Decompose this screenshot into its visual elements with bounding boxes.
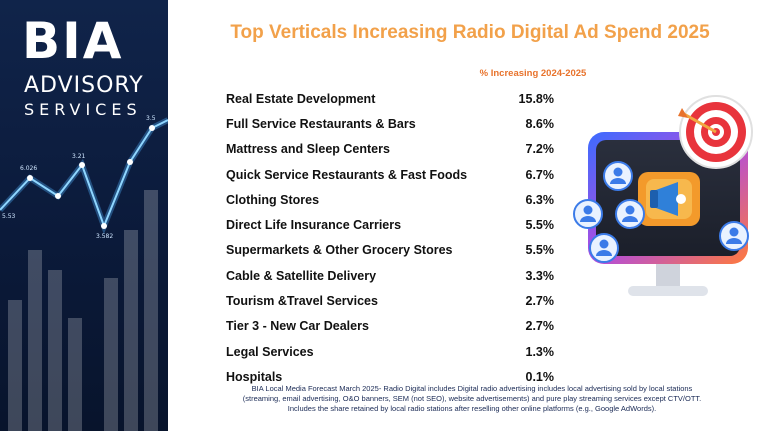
deco-label: 3.5 [146, 115, 156, 122]
user-icon [589, 233, 619, 263]
table-row: Supermarkets & Other Grocery Stores 5.5% [226, 238, 566, 263]
user-icon [573, 199, 603, 229]
deco-label: 3.21 [72, 153, 86, 160]
value-label: 7.2% [525, 142, 555, 157]
logo-services: SERVICES [24, 100, 142, 119]
user-icon [615, 199, 645, 229]
footnote: BIA Local Media Forecast March 2025- Rad… [180, 384, 764, 414]
category-label: Clothing Stores [226, 192, 320, 207]
table-row: Mattress and Sleep Centers 7.2% [226, 137, 566, 162]
deco-bar [8, 300, 22, 431]
deco-bar [124, 230, 138, 431]
value-label: 8.6% [525, 116, 555, 131]
value-label: 2.7% [525, 319, 555, 334]
user-icon [603, 161, 633, 191]
category-label: Direct Life Insurance Carriers [226, 218, 402, 233]
category-label: Mattress and Sleep Centers [226, 142, 390, 157]
deco-point [27, 175, 33, 181]
bia-logo: BIA [22, 12, 124, 70]
category-label: Quick Service Restaurants & Fast Foods [226, 167, 468, 182]
deco-point [101, 223, 107, 229]
deco-bar [68, 318, 82, 431]
deco-point [127, 159, 133, 165]
chart-title: Top Verticals Increasing Radio Digital A… [230, 22, 710, 43]
marketing-illustration [573, 95, 753, 296]
deco-label: 6.026 [20, 165, 37, 172]
deco-bar [28, 250, 42, 431]
user-icon [719, 221, 749, 251]
value-label: 6.7% [525, 167, 555, 182]
footnote-line: Includes the share retained by local rad… [287, 404, 657, 413]
value-label: 3.3% [525, 268, 555, 283]
table-row: Tier 3 - New Car Dealers 2.7% [226, 314, 566, 339]
logo-advisory: ADVISORY [24, 73, 144, 98]
value-label: 6.3% [525, 192, 555, 207]
category-label: Hospitals [226, 369, 283, 384]
table-row: Real Estate Development 15.8% [226, 86, 566, 111]
table-row: Quick Service Restaurants & Fast Foods 6.… [226, 162, 566, 187]
target-icon [678, 95, 753, 169]
category-label: Legal Services [226, 344, 314, 359]
table-row: Hospitals 0.1% [226, 364, 566, 389]
deco-bar [144, 190, 158, 431]
brand-panel: 6.026 5.53 3.582 3.21 3.5 BIA ADVISORY S… [0, 0, 168, 431]
value-label: 2.7% [525, 294, 555, 309]
deco-bar [48, 270, 62, 431]
category-label: Tier 3 - New Car Dealers [226, 319, 369, 334]
table-row: Clothing Stores 6.3% [226, 187, 566, 212]
table-row: Legal Services 1.3% [226, 339, 566, 364]
value-label: 0.1% [525, 369, 555, 384]
deco-point [79, 162, 85, 168]
column-header: % Increasing 2024-2025 [479, 68, 587, 79]
deco-trend-line [0, 119, 168, 229]
table-row: Direct Life Insurance Carriers 5.5% [226, 212, 566, 237]
footnote-line: BIA Local Media Forecast March 2025- Rad… [251, 384, 693, 393]
decorative-chart-graphic: 6.026 5.53 3.582 3.21 3.5 [0, 115, 168, 431]
category-label: Full Service Restaurants & Bars [226, 116, 416, 131]
value-label: 15.8% [518, 91, 554, 106]
category-label: Supermarkets & Other Grocery Stores [226, 243, 453, 258]
value-label: 5.5% [525, 218, 555, 233]
deco-label: 5.53 [2, 213, 16, 220]
table-row: Cable & Satellite Delivery 3.3% [226, 263, 566, 288]
vertical-table: Real Estate Development 15.8% Full Service… [226, 86, 566, 390]
table-row: Full Service Restaurants & Bars 8.6% [226, 111, 566, 136]
table-row: Tourism &Travel Services 2.7% [226, 288, 566, 313]
deco-point [55, 193, 61, 199]
footnote-line: (streaming, email advertising, O&O banne… [242, 394, 702, 403]
value-label: 5.5% [525, 243, 555, 258]
value-label: 1.3% [525, 344, 555, 359]
deco-bar [104, 278, 118, 431]
megaphone-icon [638, 172, 700, 226]
category-label: Tourism &Travel Services [226, 294, 378, 309]
deco-label: 3.582 [96, 233, 113, 240]
category-label: Cable & Satellite Delivery [226, 268, 377, 283]
category-label: Real Estate Development [226, 91, 376, 106]
deco-point [149, 125, 155, 131]
